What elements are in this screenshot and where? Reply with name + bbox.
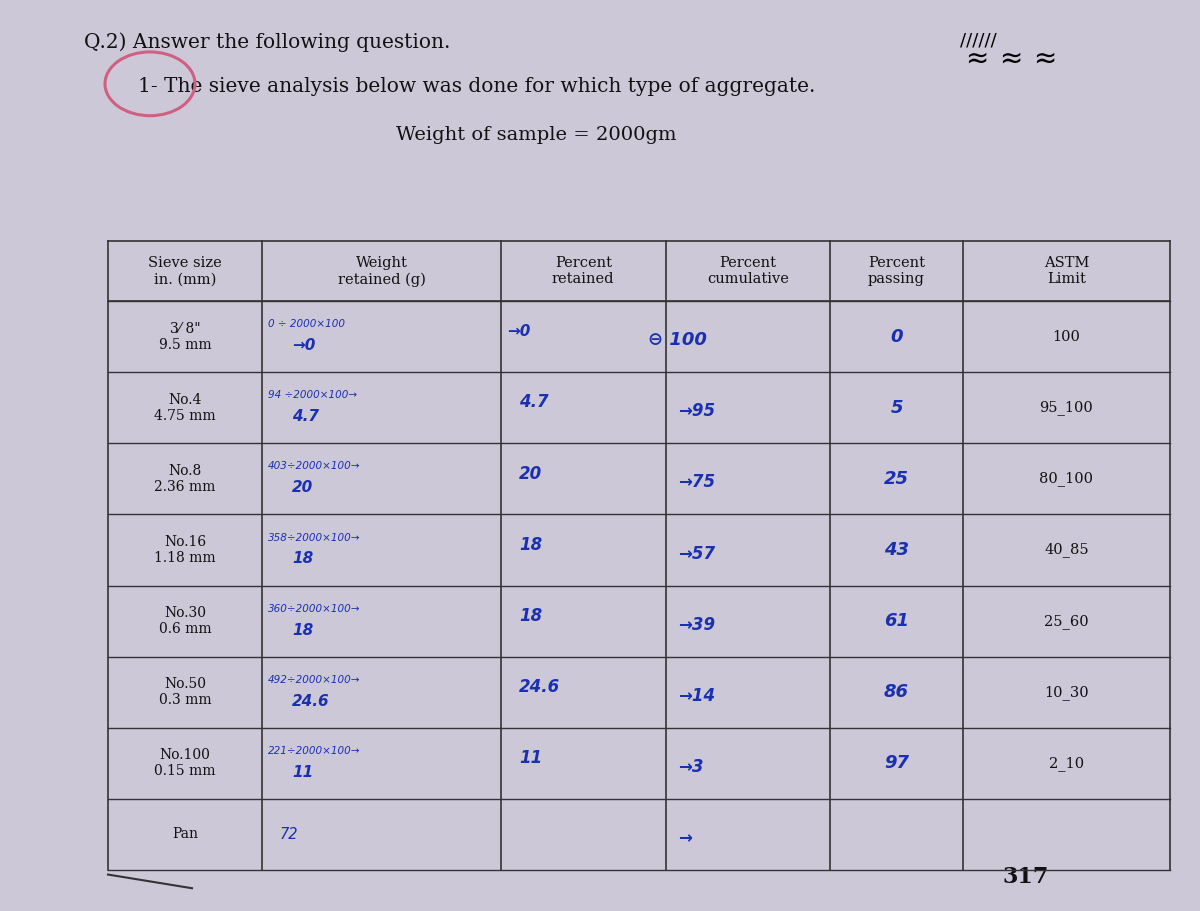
Text: ASTM
Limit: ASTM Limit [1044, 256, 1090, 286]
Text: 492÷2000×100→: 492÷2000×100→ [268, 675, 360, 685]
Text: 100: 100 [1052, 330, 1080, 343]
Text: Sieve size
in. (mm): Sieve size in. (mm) [148, 256, 222, 286]
Text: Percent
retained: Percent retained [552, 256, 614, 286]
Text: 25: 25 [884, 470, 910, 488]
Text: 3⁄ 8"
9.5 mm: 3⁄ 8" 9.5 mm [158, 322, 211, 352]
Text: No.50
0.3 mm: No.50 0.3 mm [158, 677, 211, 707]
Text: →75: →75 [678, 474, 715, 491]
Text: No.16
1.18 mm: No.16 1.18 mm [154, 535, 216, 565]
Text: 95_100: 95_100 [1039, 400, 1093, 415]
Text: →57: →57 [678, 545, 715, 563]
Text: 0: 0 [890, 328, 902, 345]
Text: 358÷2000×100→: 358÷2000×100→ [268, 533, 360, 543]
Text: 403÷2000×100→: 403÷2000×100→ [268, 462, 360, 472]
Text: 360÷2000×100→: 360÷2000×100→ [268, 604, 360, 614]
Text: 5: 5 [890, 399, 902, 417]
Text: $\approx\approx\approx$: $\approx\approx\approx$ [960, 44, 1056, 72]
Text: Percent
cumulative: Percent cumulative [707, 256, 788, 286]
Text: 221÷2000×100→: 221÷2000×100→ [268, 746, 360, 756]
Text: No.4
4.75 mm: No.4 4.75 mm [154, 393, 216, 423]
Text: 11: 11 [518, 749, 542, 767]
Text: 24.6: 24.6 [292, 693, 330, 709]
Text: 18: 18 [518, 607, 542, 625]
Text: 4.7: 4.7 [518, 394, 548, 412]
Text: Percent
passing: Percent passing [868, 256, 925, 286]
Text: 4.7: 4.7 [292, 409, 319, 425]
Text: 25_60: 25_60 [1044, 614, 1088, 629]
Text: 0 ÷ 2000×100: 0 ÷ 2000×100 [268, 319, 344, 329]
Text: No.100
0.15 mm: No.100 0.15 mm [155, 748, 216, 778]
Text: 18: 18 [292, 622, 313, 638]
Text: Weight
retained (g): Weight retained (g) [337, 256, 426, 287]
Text: 317: 317 [1002, 866, 1049, 888]
Text: →39: →39 [678, 616, 715, 634]
Text: →: → [678, 829, 691, 847]
Text: 97: 97 [884, 754, 910, 773]
Text: →3: →3 [678, 758, 703, 776]
Text: 11: 11 [292, 764, 313, 780]
Text: →0: →0 [506, 323, 530, 339]
Text: 18: 18 [518, 536, 542, 554]
Text: No.8
2.36 mm: No.8 2.36 mm [155, 464, 216, 494]
Text: 20: 20 [518, 465, 542, 483]
Text: Pan: Pan [172, 827, 198, 842]
Text: 80_100: 80_100 [1039, 472, 1093, 486]
Text: 43: 43 [884, 541, 910, 559]
Text: 94 ÷2000×100→: 94 ÷2000×100→ [268, 390, 358, 400]
Text: 61: 61 [884, 612, 910, 630]
Text: Q.2) Answer the following question.: Q.2) Answer the following question. [84, 32, 450, 52]
Text: 1- The sieve analysis below was done for which type of aggregate.: 1- The sieve analysis below was done for… [138, 77, 815, 97]
Text: 18: 18 [292, 551, 313, 567]
Text: 72: 72 [280, 827, 299, 842]
Text: →95: →95 [678, 403, 715, 420]
Text: No.30
0.6 mm: No.30 0.6 mm [158, 606, 211, 636]
Text: //////: ////// [960, 32, 997, 50]
Text: ⊖ 100: ⊖ 100 [648, 332, 707, 349]
Text: →14: →14 [678, 687, 715, 705]
Text: Weight of sample = 2000gm: Weight of sample = 2000gm [396, 126, 677, 144]
Text: 10_30: 10_30 [1044, 685, 1088, 700]
Text: 86: 86 [884, 683, 910, 701]
Text: 2_10: 2_10 [1049, 756, 1084, 771]
Text: 20: 20 [292, 480, 313, 496]
Text: 24.6: 24.6 [518, 678, 560, 696]
Text: 40_85: 40_85 [1044, 543, 1088, 558]
Text: →0: →0 [292, 338, 316, 353]
